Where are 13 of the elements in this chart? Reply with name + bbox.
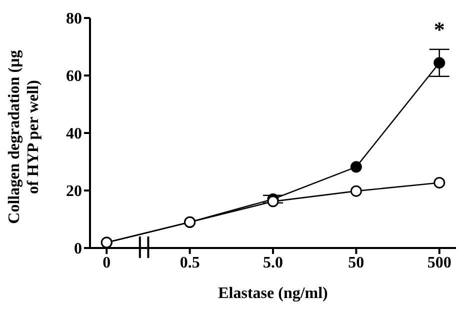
y-tick-label: 20 <box>66 183 82 200</box>
y-tick-label: 60 <box>66 68 82 86</box>
x-tick-label: 500 <box>427 254 452 272</box>
y-tick-label: 80 <box>66 10 82 28</box>
x-tick-label: 0 <box>102 254 111 272</box>
x-tick-label: 5.0 <box>263 254 283 272</box>
y-tick-label: 40 <box>66 126 82 143</box>
annotation: * <box>434 16 445 42</box>
x-tick-label: 0.5 <box>180 254 200 272</box>
x-tick-label: 50 <box>348 254 364 272</box>
y-axis-title: Collagen degradation (µg of HYP per well) <box>5 49 43 226</box>
x-axis-title: Elastase (ng/ml) <box>218 285 328 302</box>
y-tick-label: 0 <box>74 240 82 258</box>
